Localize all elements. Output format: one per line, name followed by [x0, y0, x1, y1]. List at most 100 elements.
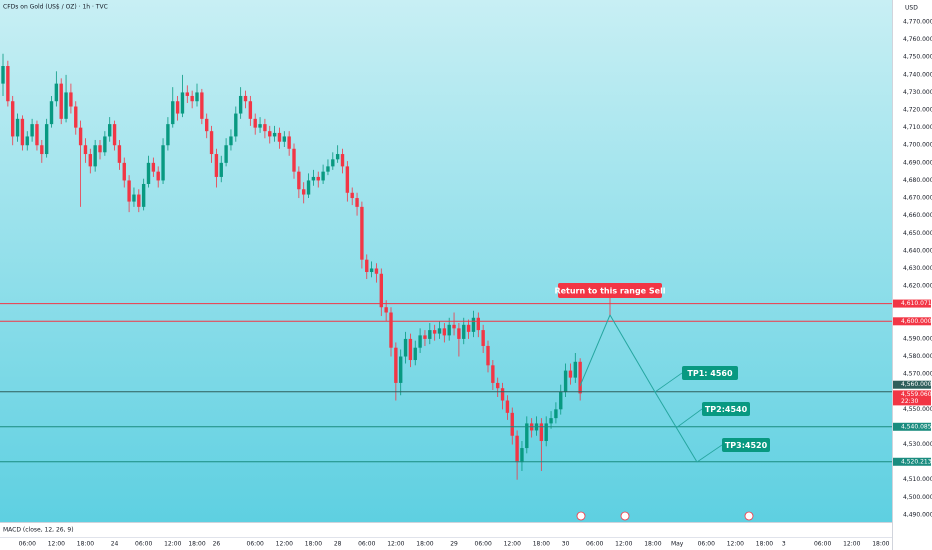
candle-body — [253, 118, 257, 128]
candle-body — [549, 418, 553, 424]
candle-body — [132, 194, 136, 202]
candle-body — [476, 317, 480, 331]
candle-body — [462, 324, 466, 339]
candle-body — [491, 365, 495, 383]
candle-body — [205, 118, 209, 132]
x-tick-label: 06:00 — [247, 541, 264, 548]
candle-body — [59, 83, 63, 119]
y-tick-label: 4,530.000 — [903, 441, 932, 448]
candle-body — [355, 198, 359, 207]
countdown-label: 22:30 — [901, 398, 918, 405]
event-icon[interactable] — [744, 511, 754, 521]
candle-body — [108, 124, 112, 137]
x-tick-label: 18:00 — [756, 541, 773, 548]
plot-area — [0, 0, 892, 522]
candle-body — [384, 307, 388, 313]
candle-body — [15, 118, 20, 137]
candle-body — [263, 124, 267, 132]
candle-body — [360, 206, 364, 260]
event-icon[interactable] — [576, 511, 586, 521]
candle-body — [122, 162, 126, 181]
candle-body — [272, 132, 277, 137]
x-tick-label: 06:00 — [135, 541, 152, 548]
price-label-box — [893, 317, 931, 326]
candle-body — [88, 154, 93, 167]
x-tick-label: 12:00 — [727, 541, 744, 548]
candle-body — [447, 324, 451, 336]
x-tick-label: 3 — [782, 541, 786, 548]
x-tick-label: 12:00 — [615, 541, 632, 548]
candle-body — [127, 180, 131, 202]
x-tick-label: 12:00 — [387, 541, 404, 548]
x-tick-label: 29 — [450, 541, 458, 548]
indicator-label: MACD (close, 12, 26, 9) — [3, 527, 74, 534]
candle-body — [452, 324, 456, 329]
candle-body — [74, 106, 78, 128]
y-tick-label: 4,630.000 — [903, 265, 932, 272]
y-tick-label: 4,620.000 — [903, 283, 932, 290]
x-tick-label: 24 — [111, 541, 119, 548]
candle-body — [418, 335, 422, 348]
candle-body — [399, 356, 403, 383]
y-tick-label: 4,680.000 — [903, 177, 932, 184]
candle-body — [389, 312, 393, 348]
candle-body — [457, 328, 461, 339]
candle-body — [49, 101, 54, 125]
x-tick-label: 18:00 — [644, 541, 661, 548]
candle-body — [98, 145, 102, 153]
candle-body — [573, 361, 577, 378]
y-tick-label: 4,690.000 — [903, 159, 932, 166]
candle-body — [466, 324, 471, 332]
candle-body — [258, 124, 262, 128]
candle-body — [481, 330, 485, 346]
candle-body — [442, 328, 447, 336]
candle-body — [166, 124, 170, 146]
y-tick-label: 4,750.000 — [903, 54, 932, 61]
candle-body — [437, 328, 442, 334]
candle-body — [539, 423, 544, 442]
price-axis — [892, 0, 932, 550]
candle-body — [175, 101, 180, 114]
candle-body — [64, 92, 68, 119]
price-label: 4,600.000 — [901, 318, 932, 325]
y-tick-label: 4,500.000 — [903, 494, 932, 501]
last-price-box — [893, 390, 931, 406]
candle-body — [486, 345, 490, 366]
candle-body — [568, 370, 573, 378]
candle-body — [78, 127, 83, 146]
candle-body — [525, 423, 529, 449]
candle-body — [35, 124, 39, 146]
y-tick-label: 4,760.000 — [903, 36, 932, 43]
candle-body — [151, 162, 156, 172]
price-label-box — [893, 299, 931, 308]
x-tick-label: 18:00 — [188, 541, 205, 548]
y-tick-label: 4,510.000 — [903, 476, 932, 483]
candle-body — [515, 435, 519, 463]
candle-body — [335, 154, 340, 160]
candle-body — [190, 95, 194, 102]
candle-body — [54, 83, 59, 102]
candle-body — [156, 171, 160, 181]
price-label: 4,610.071 — [901, 300, 932, 307]
y-tick-label: 4,730.000 — [903, 89, 932, 96]
x-tick-label: 12:00 — [164, 541, 181, 548]
x-tick-label: 18:00 — [533, 541, 550, 548]
x-tick-label: 12:00 — [48, 541, 65, 548]
x-tick-label: 18:00 — [77, 541, 94, 548]
annotation-text: TP1: 4560 — [687, 369, 733, 378]
connector — [675, 408, 703, 429]
y-tick-label: 4,700.000 — [903, 142, 932, 149]
candle-body — [428, 330, 432, 339]
y-tick-label: 4,770.000 — [903, 19, 932, 26]
y-tick-label: 4,570.000 — [903, 371, 932, 378]
event-icon[interactable] — [620, 511, 630, 521]
candle-body — [219, 162, 223, 177]
price-label-box — [893, 380, 931, 389]
candle-body — [44, 124, 49, 155]
candle-body — [408, 338, 413, 361]
candle-body — [321, 171, 325, 181]
candle-body — [287, 136, 291, 149]
candle-body — [243, 95, 248, 102]
candle-body — [340, 154, 345, 167]
